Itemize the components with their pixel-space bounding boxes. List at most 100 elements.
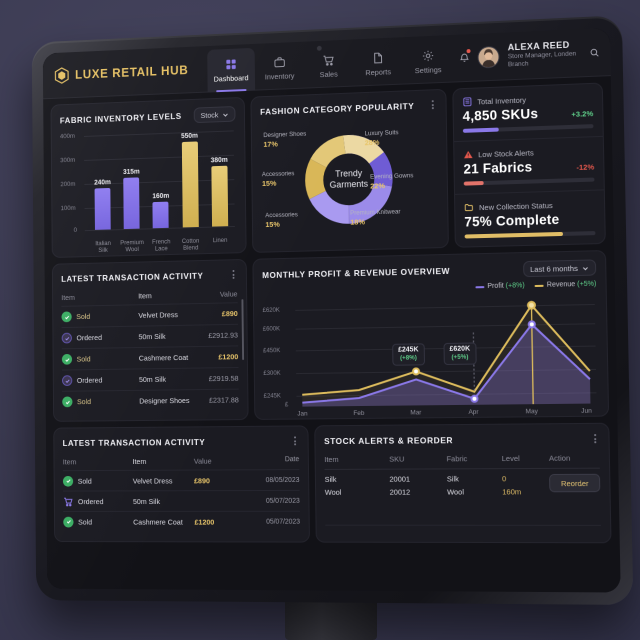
transaction-value: £2912.93 — [208, 330, 239, 341]
kebab-menu-icon[interactable] — [591, 432, 599, 445]
tab-dashboard-label: Dashboard — [213, 72, 249, 84]
profit-revenue-card: MONTHLY PROFIT & REVENUE OVERVIEW Last 6… — [252, 250, 610, 420]
kebab-menu-icon[interactable] — [291, 434, 299, 447]
transaction-status-label: Sold — [76, 354, 91, 364]
status-ordered-icon — [62, 375, 73, 386]
kpi-card-group: Total Inventory 4,850 SKUs +3.2% — [452, 82, 606, 248]
table-row[interactable]: Sold Velvet Dress £890 08/05/2023 — [62, 469, 300, 491]
bar-value-label: 160m — [152, 192, 170, 200]
column-header-value: Value — [219, 289, 238, 299]
kpi-progress-fill — [462, 127, 500, 133]
table-row[interactable]: Sold Designer Shoes £2317.88 — [62, 388, 239, 413]
stock-item: Wool — [324, 487, 342, 497]
tab-sales[interactable]: Sales — [304, 43, 353, 88]
transaction-status-label: Ordered — [76, 375, 103, 385]
status-sold-icon — [62, 475, 74, 487]
chevron-down-icon — [222, 111, 229, 118]
bar-ytick-400: 400m — [59, 132, 75, 141]
bar-column[interactable]: 550m — [175, 132, 204, 228]
bar-column[interactable]: 380m — [205, 130, 234, 227]
bar-value-label: 240m — [94, 179, 111, 187]
stock-card-title: STOCK ALERTS & REORDER — [324, 434, 454, 446]
legend-item-profit[interactable]: Profit (+8%) — [475, 282, 525, 290]
tab-inventory[interactable]: Inventory — [255, 45, 303, 90]
reorder-button[interactable]: Reorder — [549, 473, 601, 493]
nav-tabs: Dashboard Inventory — [207, 34, 453, 93]
date-range-dropdown[interactable]: Last 6 months — [522, 259, 597, 278]
bar-rect — [211, 165, 229, 227]
line-ytick-245: £245K — [263, 392, 281, 400]
tab-inventory-label: Inventory — [264, 70, 295, 81]
monitor-screen: LUXE RETAIL HUB Dashboard — [42, 27, 621, 593]
profit-card-header: MONTHLY PROFIT & REVENUE OVERVIEW Last 6… — [262, 259, 597, 283]
tab-dashboard[interactable]: Dashboard — [207, 47, 255, 93]
scrollbar-thumb[interactable] — [240, 299, 245, 361]
table-row[interactable]: Sold Cashmere Coat £1200 — [61, 345, 239, 370]
kpi-new-collection-status[interactable]: New Collection Status 75% Complete — [454, 189, 605, 247]
legend-item-revenue[interactable]: Revenue (+5%) — [534, 280, 597, 289]
kpi-delta: -12% — [576, 162, 595, 173]
notifications-button[interactable] — [458, 47, 472, 65]
stock-col-sku: 20001 20012 — [389, 474, 447, 497]
line-x-label: Mar — [410, 409, 422, 417]
kpi-label: New Collection Status — [479, 200, 553, 212]
tooltip-delta: (+8%) — [400, 354, 417, 363]
tab-settings-label: Settings — [414, 64, 442, 75]
tab-sales-label: Sales — [319, 69, 338, 79]
transactions-card-header: LATEST TRANSACTION ACTIVITY — [61, 268, 237, 285]
transaction-item: 50m Silk — [138, 331, 166, 342]
bar-value-label: 315m — [123, 168, 140, 177]
donut-label-accessories-2: Accessories 15% — [265, 211, 298, 229]
shopping-cart-icon — [63, 496, 73, 507]
kpi-delta: +3.2% — [571, 109, 594, 120]
transaction-value: £890 — [221, 309, 238, 319]
line-x-label: Apr — [468, 408, 479, 416]
tab-reports-label: Reports — [365, 66, 392, 77]
bar-column[interactable]: 315m — [117, 134, 146, 230]
column-header-action: Action — [548, 453, 571, 463]
transaction-status: Ordered — [62, 374, 139, 386]
tab-settings[interactable]: Settings — [403, 38, 453, 84]
table-row[interactable]: Sold Cashmere Coat £1200 05/07/2023 — [63, 510, 301, 532]
kebab-menu-icon[interactable] — [230, 268, 238, 281]
kebab-menu-icon[interactable] — [429, 98, 437, 111]
stock-filter-dropdown[interactable]: Stock — [193, 106, 236, 124]
avatar[interactable] — [477, 45, 500, 69]
monitor: LUXE RETAIL HUB Dashboard — [31, 15, 634, 605]
legend-swatch-profit — [475, 285, 485, 288]
legend-label-revenue: Revenue (+5%) — [546, 280, 597, 289]
transaction-status-label: Ordered — [76, 333, 103, 343]
transaction-item: Velvet Dress — [138, 310, 178, 320]
bar-rect — [181, 141, 199, 228]
fabric-card-title: FABRIC INVENTORY LEVELS — [59, 111, 182, 126]
column-header-value: Value — [193, 456, 212, 466]
bar-column[interactable]: 240m — [88, 135, 116, 230]
table-row[interactable]: Ordered 50m Silk £2912.93 — [61, 323, 239, 349]
line-chart-svg — [295, 290, 596, 407]
transaction-status-label: Sold — [77, 476, 92, 486]
kpi-progress-fill — [463, 181, 484, 186]
table-row[interactable]: Ordered 50m Silk 05/07/2023 — [63, 489, 300, 511]
bar-column[interactable]: 160m — [146, 133, 175, 229]
tab-reports[interactable]: Reports — [353, 41, 402, 86]
kpi-total-inventory[interactable]: Total Inventory 4,850 SKUs +3.2% — [453, 84, 602, 142]
category-card-header: FASHION CATEGORY POPULARITY — [260, 98, 437, 118]
table-row[interactable]: Ordered 50m Silk £2919.58 — [61, 366, 239, 391]
donut-label-accessories-1: Accessories 15% — [261, 170, 295, 188]
stock-alerts-card: STOCK ALERTS & REORDER Item SKU Fabric L… — [314, 422, 612, 544]
donut-label-evening-gowns: Evening Gowns 22% — [370, 172, 414, 191]
search-icon[interactable] — [589, 45, 600, 60]
bar-x-axis-labels: Italian Silk Premium Wool French Lace Cotto… — [89, 237, 236, 255]
brand-logo[interactable]: LUXE RETAIL HUB — [54, 61, 189, 84]
dashboard-grid: FABRIC INVENTORY LEVELS Stock — [43, 76, 621, 592]
donut-label-luxury-suits: Luxury Suits 28% — [364, 129, 399, 148]
point-revenue-may — [528, 302, 535, 309]
line-x-label: May — [525, 408, 538, 416]
point-profit-apr — [471, 396, 477, 402]
monitor-bezel: LUXE RETAIL HUB Dashboard — [31, 15, 634, 605]
transaction-status-label: Sold — [76, 312, 91, 322]
grid-squares-icon — [226, 58, 236, 69]
kpi-low-stock-alerts[interactable]: Low Stock Alerts 21 Fabrics -12% — [454, 135, 604, 194]
bar-ytick-100: 100m — [60, 204, 76, 213]
